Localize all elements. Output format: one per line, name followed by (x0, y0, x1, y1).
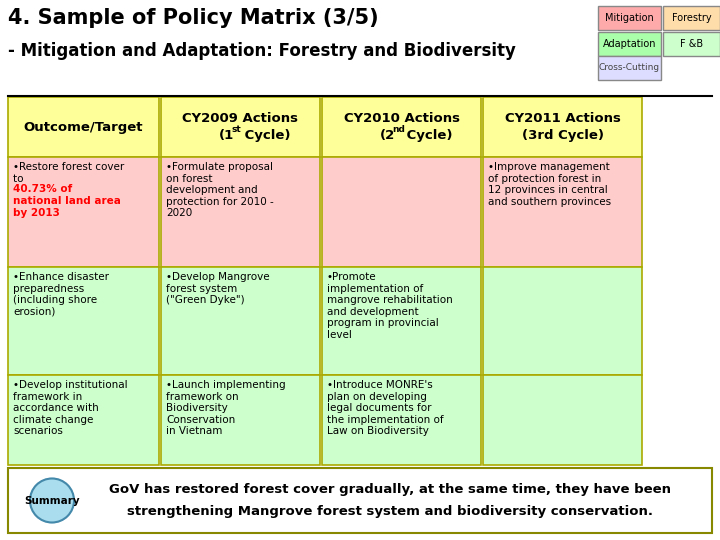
Text: •Promote
implementation of
mangrove rehabilitation
and development
program in pr: •Promote implementation of mangrove reha… (327, 272, 453, 340)
Text: GoV has restored forest cover gradually, at the same time, they have been: GoV has restored forest cover gradually,… (109, 483, 671, 496)
Bar (598, 32, 661, 56)
Bar (663, 32, 720, 56)
Text: •Formulate proposal
on forest
development and
protection for 2010 -
2020: •Formulate proposal on forest developmen… (166, 162, 274, 218)
Bar (483, 157, 642, 267)
Bar (161, 375, 320, 465)
Bar (483, 375, 642, 465)
Bar (8, 157, 159, 267)
Text: Cycle): Cycle) (402, 129, 453, 141)
Text: Summary: Summary (24, 496, 80, 505)
Bar (8, 97, 159, 157)
Bar (322, 157, 481, 267)
Text: Forestry: Forestry (672, 13, 711, 23)
Text: nd: nd (392, 125, 405, 134)
Text: (2: (2 (379, 129, 395, 141)
Text: CY2010 Actions: CY2010 Actions (343, 112, 459, 125)
Text: F &B: F &B (680, 39, 703, 49)
Text: •Improve management
of protection forest in
12 provinces in central
and southern: •Improve management of protection forest… (488, 162, 611, 207)
Bar (161, 97, 320, 157)
Text: •Enhance disaster
preparedness
(including shore
erosion): •Enhance disaster preparedness (includin… (13, 272, 109, 317)
Text: CY2009 Actions: CY2009 Actions (182, 112, 299, 125)
Bar (483, 267, 642, 375)
Bar (161, 157, 320, 267)
Text: - Mitigation and Adaptation: Forestry and Biodiversity: - Mitigation and Adaptation: Forestry an… (8, 42, 516, 60)
Bar (322, 97, 481, 157)
Text: •Launch implementing
framework on
Biodiversity
Conservation
in Vietnam: •Launch implementing framework on Biodiv… (166, 380, 286, 436)
Text: (1: (1 (218, 129, 234, 141)
Text: Adaptation: Adaptation (603, 39, 656, 49)
Text: •Introduce MONRE's
plan on developing
legal documents for
the implementation of
: •Introduce MONRE's plan on developing le… (327, 380, 444, 436)
Text: •Develop Mangrove
forest system
("Green Dyke"): •Develop Mangrove forest system ("Green … (166, 272, 269, 305)
Text: Mitigation: Mitigation (605, 13, 654, 23)
Bar (8, 267, 159, 375)
Bar (8, 468, 712, 533)
Text: Cross-Cutting: Cross-Cutting (599, 64, 660, 72)
Bar (483, 97, 642, 157)
Bar (322, 267, 481, 375)
Text: strengthening Mangrove forest system and biodiversity conservation.: strengthening Mangrove forest system and… (127, 505, 653, 518)
Text: st: st (232, 125, 241, 134)
Bar (598, 6, 661, 30)
Text: •Develop institutional
framework in
accordance with
climate change
scenarios: •Develop institutional framework in acco… (13, 380, 127, 436)
Bar (8, 375, 159, 465)
Text: (3rd Cycle): (3rd Cycle) (521, 129, 603, 141)
Text: CY2011 Actions: CY2011 Actions (505, 112, 621, 125)
Text: Cycle): Cycle) (240, 129, 290, 141)
Text: Outcome/Target: Outcome/Target (24, 120, 143, 133)
Text: •Restore forest cover
to: •Restore forest cover to (13, 162, 125, 184)
Circle shape (30, 478, 74, 523)
Bar (663, 6, 720, 30)
Bar (161, 267, 320, 375)
Text: 40.73% of
national land area
by 2013: 40.73% of national land area by 2013 (13, 185, 121, 218)
Text: 4. Sample of Policy Matrix (3/5): 4. Sample of Policy Matrix (3/5) (8, 8, 379, 28)
Bar (598, 56, 661, 80)
Bar (322, 375, 481, 465)
